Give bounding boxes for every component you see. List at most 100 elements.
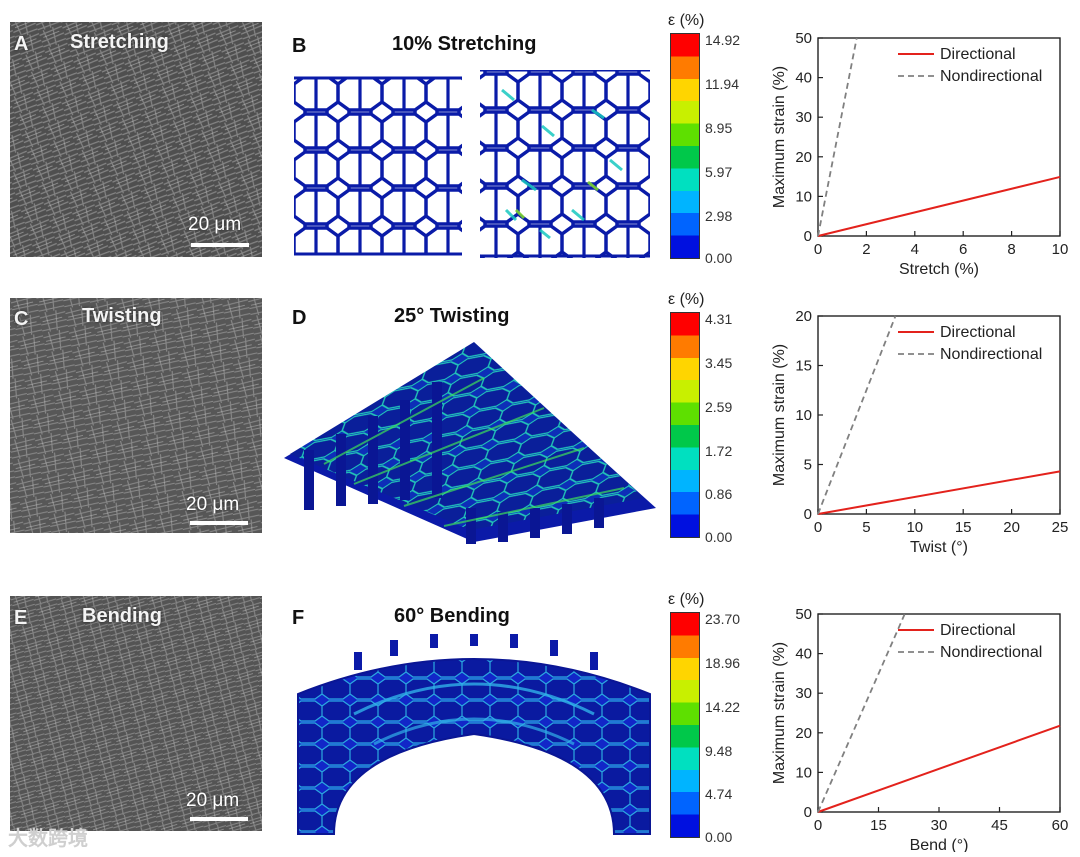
- y-tick-label: 0: [804, 804, 812, 821]
- chart-twist: 0 5 10 15 20 25 0 5 10 15 20 Twist (°) Maximum strai…: [771, 308, 1069, 556]
- colorbar-d-label: 3.45: [705, 355, 733, 371]
- y-tick-label: 15: [795, 358, 812, 375]
- sem-image-twisting: [10, 298, 262, 533]
- scalebar-e: [190, 817, 248, 821]
- colorbar-d-label: 0.86: [705, 486, 733, 502]
- y-tick-label: 20: [795, 149, 812, 166]
- colorbar-b-label: 2.98: [705, 208, 733, 224]
- x-tick-label: 8: [1007, 241, 1015, 258]
- x-axis-label: Bend (°): [910, 837, 969, 852]
- x-tick-label: 15: [870, 817, 887, 834]
- y-tick-label: 50: [795, 606, 812, 623]
- x-tick-label: 25: [1052, 519, 1069, 536]
- legend-directional-label: Directional: [940, 324, 1016, 341]
- strain-highlights: [501, 88, 623, 240]
- panel-f-title: 60° Bending: [394, 605, 510, 627]
- x-tick-label: 15: [955, 519, 972, 536]
- panel-a-title: Stretching: [70, 31, 169, 53]
- sem-texture: [10, 22, 262, 257]
- x-tick-label: 10: [906, 519, 923, 536]
- colorbar-b-label: 14.92: [705, 32, 741, 48]
- y-tick-label: 10: [795, 188, 812, 205]
- y-tick-label: 30: [795, 109, 812, 126]
- y-axis-label: Maximum strain (%): [771, 344, 788, 486]
- mesh-undeformed: [294, 78, 462, 254]
- x-tick-label: 0: [814, 241, 822, 258]
- series-nondirectional-line: [817, 315, 897, 515]
- colorbar-b-label: 11.94: [705, 76, 739, 92]
- colorbar-b-label: 0.00: [705, 250, 733, 266]
- y-tick-label: 0: [804, 228, 812, 245]
- twisting-mesh-figure: [284, 342, 656, 544]
- watermark: 大数跨境: [8, 828, 88, 850]
- slab-top: [290, 342, 644, 530]
- panel-letter-c: C: [14, 308, 29, 330]
- series-nondirectional-line: [817, 613, 906, 813]
- legend-nondirectional-label: Nondirectional: [940, 346, 1042, 363]
- x-tick-label: 0: [814, 519, 822, 536]
- y-tick-label: 20: [795, 725, 812, 742]
- y-axis-label: Maximum strain (%): [771, 66, 788, 208]
- arch-body: [297, 658, 651, 835]
- x-tick-label: 20: [1003, 519, 1020, 536]
- y-tick-label: 40: [795, 70, 812, 87]
- x-tick-label: 0: [814, 817, 822, 834]
- mesh-stretched: [480, 70, 650, 258]
- sem-image-stretching: [10, 22, 262, 257]
- sem-texture: [10, 596, 262, 831]
- y-axis-label: Maximum strain (%): [771, 642, 788, 784]
- series-nondirectional-line: [817, 37, 858, 237]
- scalebar-a: [191, 243, 249, 247]
- legend-directional-label: Directional: [940, 46, 1016, 63]
- panel-d-title: 25° Twisting: [394, 305, 510, 327]
- y-tick-label: 10: [795, 764, 812, 781]
- colorbar-b: [670, 33, 700, 259]
- scalebar-c: [190, 521, 248, 525]
- panel-b-title: 10% Stretching: [392, 33, 537, 55]
- chart-stretch: 0 2 4 6 8 10 0 10 20 30 40 50 Stretch (%) Maximum str…: [771, 30, 1068, 278]
- panel-letter-b: B: [292, 35, 307, 57]
- panel-letter-d: D: [292, 307, 307, 329]
- colorbar-b-label: 8.95: [705, 120, 733, 136]
- colorbar-d-label: 0.00: [705, 529, 733, 545]
- plot-frame: [817, 37, 1061, 237]
- legend-nondirectional-label: Nondirectional: [940, 644, 1042, 661]
- x-tick-label: 5: [862, 519, 870, 536]
- colorbar-f-label: 14.22: [705, 699, 741, 715]
- y-tick-label: 30: [795, 685, 812, 702]
- colorbar-f-label: 0.00: [705, 829, 733, 845]
- y-tick-label: 20: [795, 308, 812, 325]
- colorbar-f: [670, 612, 700, 838]
- legend-directional-label: Directional: [940, 622, 1016, 639]
- colorbar-f-label: 4.74: [705, 786, 733, 802]
- colorbar-title-d: ε (%): [668, 291, 705, 308]
- sem-image-bending: [10, 596, 262, 831]
- x-tick-label: 30: [931, 817, 948, 834]
- colorbar-title-b: ε (%): [668, 12, 705, 29]
- scalebar-label-e: 20 μm: [186, 790, 240, 811]
- colorbar-d-label: 2.59: [705, 399, 733, 415]
- y-tick-label: 50: [795, 30, 812, 47]
- y-tick-label: 0: [804, 506, 812, 523]
- legend-nondirectional-label: Nondirectional: [940, 68, 1042, 85]
- y-tick-label: 5: [804, 457, 812, 474]
- colorbar-b-label: 5.97: [705, 164, 733, 180]
- panel-letter-a: A: [14, 33, 29, 55]
- series-directional-line: [817, 724, 1061, 813]
- colorbar-d-label: 4.31: [705, 311, 733, 327]
- colorbar-f-label: 9.48: [705, 743, 733, 759]
- x-axis-label: Stretch (%): [899, 261, 979, 278]
- bending-mesh-figure: [297, 634, 651, 835]
- x-tick-label: 2: [862, 241, 870, 258]
- stretching-mesh-figure: [294, 70, 650, 258]
- colorbar-title-f: ε (%): [668, 591, 705, 608]
- colorbar-f-label: 18.96: [705, 655, 741, 671]
- colorbar-d: [670, 312, 700, 538]
- arch-teeth: [354, 634, 598, 670]
- panel-letter-f: F: [292, 607, 305, 629]
- scalebar-label-c: 20 μm: [186, 494, 240, 515]
- series-directional-line: [817, 470, 1061, 515]
- panel-letter-e: E: [14, 607, 28, 629]
- scalebar-label-a: 20 μm: [188, 214, 242, 235]
- panel-e-title: Bending: [82, 605, 162, 627]
